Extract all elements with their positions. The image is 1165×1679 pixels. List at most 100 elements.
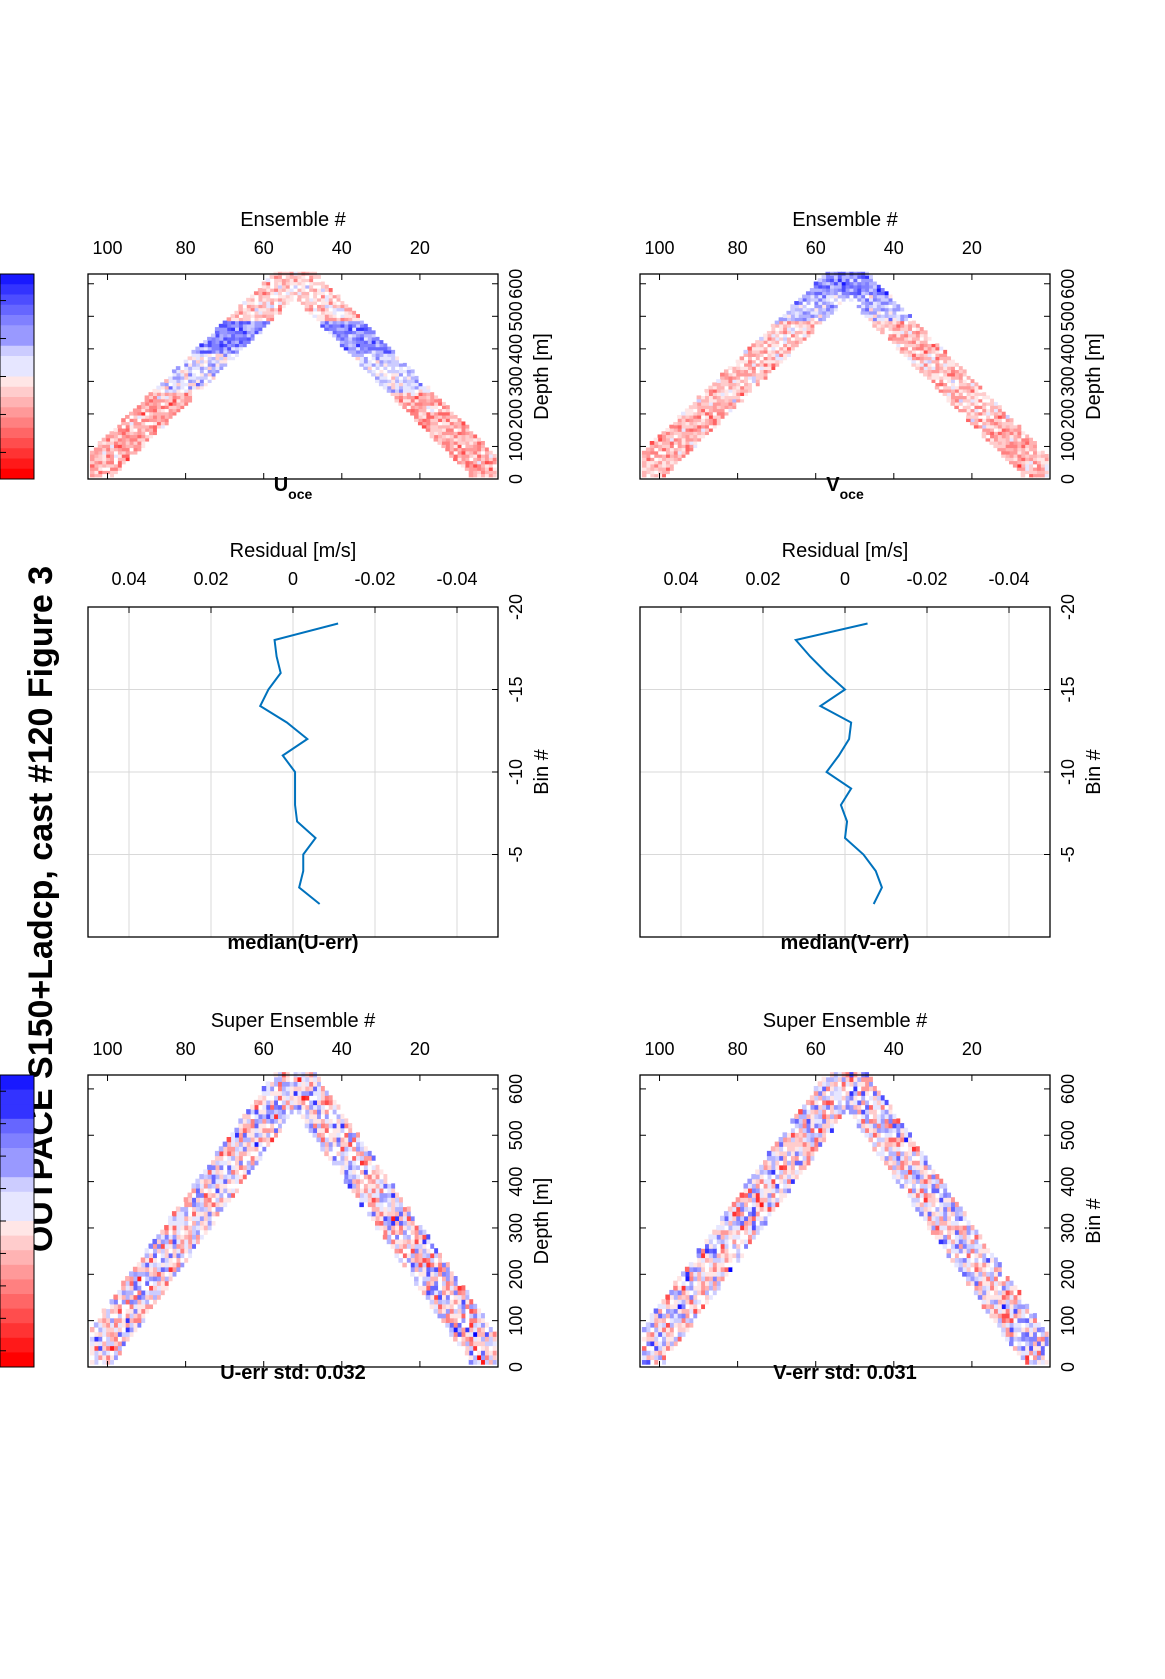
heatmap-cell (1009, 1313, 1014, 1319)
heatmap-cell (117, 1308, 122, 1314)
heatmap-cell (977, 1257, 983, 1263)
heatmap-cell (1024, 434, 1030, 439)
heatmap-cell (817, 1090, 823, 1096)
heatmap-cell (195, 1225, 200, 1231)
heatmap-cell (199, 1211, 204, 1217)
heatmap-cell (394, 366, 400, 370)
heatmap-cell (363, 366, 368, 370)
heatmap-cell (763, 1206, 768, 1212)
heatmap-cell (324, 1099, 329, 1106)
heatmap-cell (723, 1257, 729, 1263)
heatmap-cell (414, 1248, 419, 1254)
heatmap-cell (125, 1303, 130, 1310)
heatmap-cell (453, 421, 458, 426)
heatmap-cell (981, 1266, 987, 1272)
heatmap-cell (226, 1136, 232, 1143)
heatmap-cell (175, 1262, 181, 1268)
heatmap-cell (117, 1340, 122, 1347)
heatmap-cell (927, 1183, 932, 1189)
heatmap-cell (269, 1136, 275, 1143)
heatmap-cell (386, 1183, 392, 1189)
heatmap-cell (1020, 1299, 1026, 1305)
heatmap-cell (277, 1076, 282, 1082)
heatmap-cell (175, 375, 181, 380)
heatmap-cell (304, 1123, 310, 1129)
heatmap-cell (183, 385, 189, 390)
heatmap-cell (802, 1104, 807, 1110)
heatmap-cell (954, 1234, 959, 1240)
heatmap-cell (1005, 1276, 1010, 1282)
heatmap-cell (817, 1085, 823, 1092)
heatmap-cell (488, 467, 493, 471)
heatmap-cell (363, 1150, 368, 1157)
heatmap-cell (433, 405, 439, 410)
heatmap-cell (480, 1359, 485, 1365)
colorbar-swatch (0, 1322, 34, 1338)
heatmap-cell (207, 1220, 212, 1226)
heatmap-cell (312, 1104, 318, 1110)
colorbar-swatch (0, 1162, 34, 1178)
heatmap-cell (476, 1317, 482, 1323)
heatmap-cell (398, 379, 403, 384)
heatmap-cell (1032, 447, 1037, 452)
heatmap-cell (993, 418, 998, 423)
heatmap-cell (993, 440, 998, 445)
heatmap-cell (203, 340, 208, 344)
heatmap-cell (160, 1252, 165, 1259)
heatmap-cell (417, 398, 423, 403)
heatmap-cell (723, 1266, 729, 1272)
heatmap-cell (156, 1271, 161, 1277)
heatmap-cell (938, 1234, 944, 1240)
heatmap-cell (125, 1299, 130, 1305)
heatmap-cell (981, 421, 987, 426)
heatmap-cell (868, 1113, 873, 1120)
heatmap-cell (375, 362, 380, 367)
heatmap-cell (464, 463, 470, 468)
heatmap-cell (946, 1243, 952, 1249)
heatmap-cell (923, 1169, 928, 1175)
heatmap-cell (704, 1280, 709, 1286)
heatmap-cell (673, 1317, 678, 1323)
heatmap-cell (101, 1350, 107, 1356)
heatmap-cell (140, 1262, 146, 1268)
heatmap-cell (394, 392, 400, 397)
heatmap-cell (673, 1313, 678, 1319)
heatmap-cell (417, 395, 423, 400)
heatmap-cell (464, 431, 470, 436)
heatmap-cell (476, 444, 482, 449)
heatmap-cell (981, 424, 987, 429)
heatmap-cell (371, 1201, 376, 1208)
x-tick-label: 0 (840, 569, 850, 589)
heatmap-cell (441, 418, 446, 423)
heatmap-cell (977, 414, 983, 419)
heatmap-cell (1012, 457, 1018, 462)
heatmap-cell (930, 362, 936, 367)
heatmap-cell (794, 1118, 799, 1124)
heatmap-cell (164, 1276, 169, 1282)
heatmap-cell (911, 1160, 916, 1166)
heatmap-cell (179, 395, 185, 400)
heatmap-cell (390, 372, 396, 377)
heatmap-cell (160, 418, 165, 423)
heatmap-cell (1036, 463, 1041, 468)
heatmap-cell (930, 359, 936, 364)
heatmap-cell (296, 278, 302, 283)
heatmap-cell (460, 1313, 466, 1319)
heatmap-cell (226, 1146, 232, 1152)
heatmap-cell (386, 346, 392, 351)
heatmap-cell (214, 340, 220, 344)
heatmap-cell (191, 1215, 196, 1221)
heatmap-cell (312, 1095, 318, 1101)
heatmap-cell (989, 414, 994, 419)
heatmap-cell (684, 1285, 690, 1291)
heatmap-cell (774, 1174, 780, 1180)
heatmap-cell (727, 1215, 733, 1221)
heatmap-cell (304, 1081, 310, 1087)
heatmap-cell (441, 421, 446, 426)
heatmap-cell (919, 356, 924, 361)
heatmap-cell (985, 434, 991, 439)
heatmap-cell (950, 385, 955, 390)
heatmap-cell (934, 346, 940, 351)
heatmap-cell (211, 369, 216, 374)
heatmap-cell (429, 1248, 435, 1254)
